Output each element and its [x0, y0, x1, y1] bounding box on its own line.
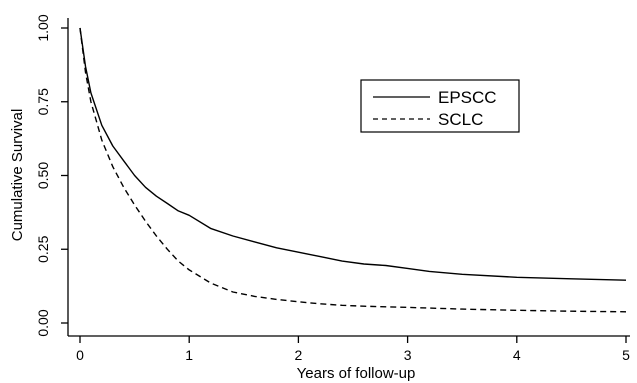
legend: EPSCC SCLC [360, 79, 520, 133]
x-tick-label: 1 [185, 347, 193, 363]
y-tick-label: 0.00 [35, 309, 51, 336]
x-tick-label: 2 [295, 347, 303, 363]
series-line-epscc [79, 27, 627, 281]
series-layer [79, 27, 627, 313]
x-tick-label: 4 [513, 347, 521, 363]
series-line-sclc [79, 27, 627, 313]
legend-box [360, 79, 520, 133]
legend-label-epscc: EPSCC [438, 88, 497, 107]
x-tick-label: 5 [622, 347, 630, 363]
y-tick-label: 0.50 [35, 162, 51, 189]
y-tick-label: 0.25 [35, 235, 51, 262]
plot-area: 0.00 0.25 0.50 0.75 1.00 0 1 2 3 4 5 [35, 14, 630, 363]
x-axis-title: Years of follow-up [297, 365, 416, 382]
legend-label-sclc: SCLC [438, 110, 483, 129]
x-axis-ticks: 0 1 2 3 4 5 [76, 336, 630, 363]
y-axis-ticks: 0.00 0.25 0.50 0.75 1.00 [35, 14, 68, 337]
x-tick-label: 3 [404, 347, 412, 363]
y-tick-label: 1.00 [35, 14, 51, 41]
y-axis-title: Cumulative Survival [9, 109, 26, 242]
x-tick-label: 0 [76, 347, 84, 363]
y-tick-label: 0.75 [35, 88, 51, 115]
